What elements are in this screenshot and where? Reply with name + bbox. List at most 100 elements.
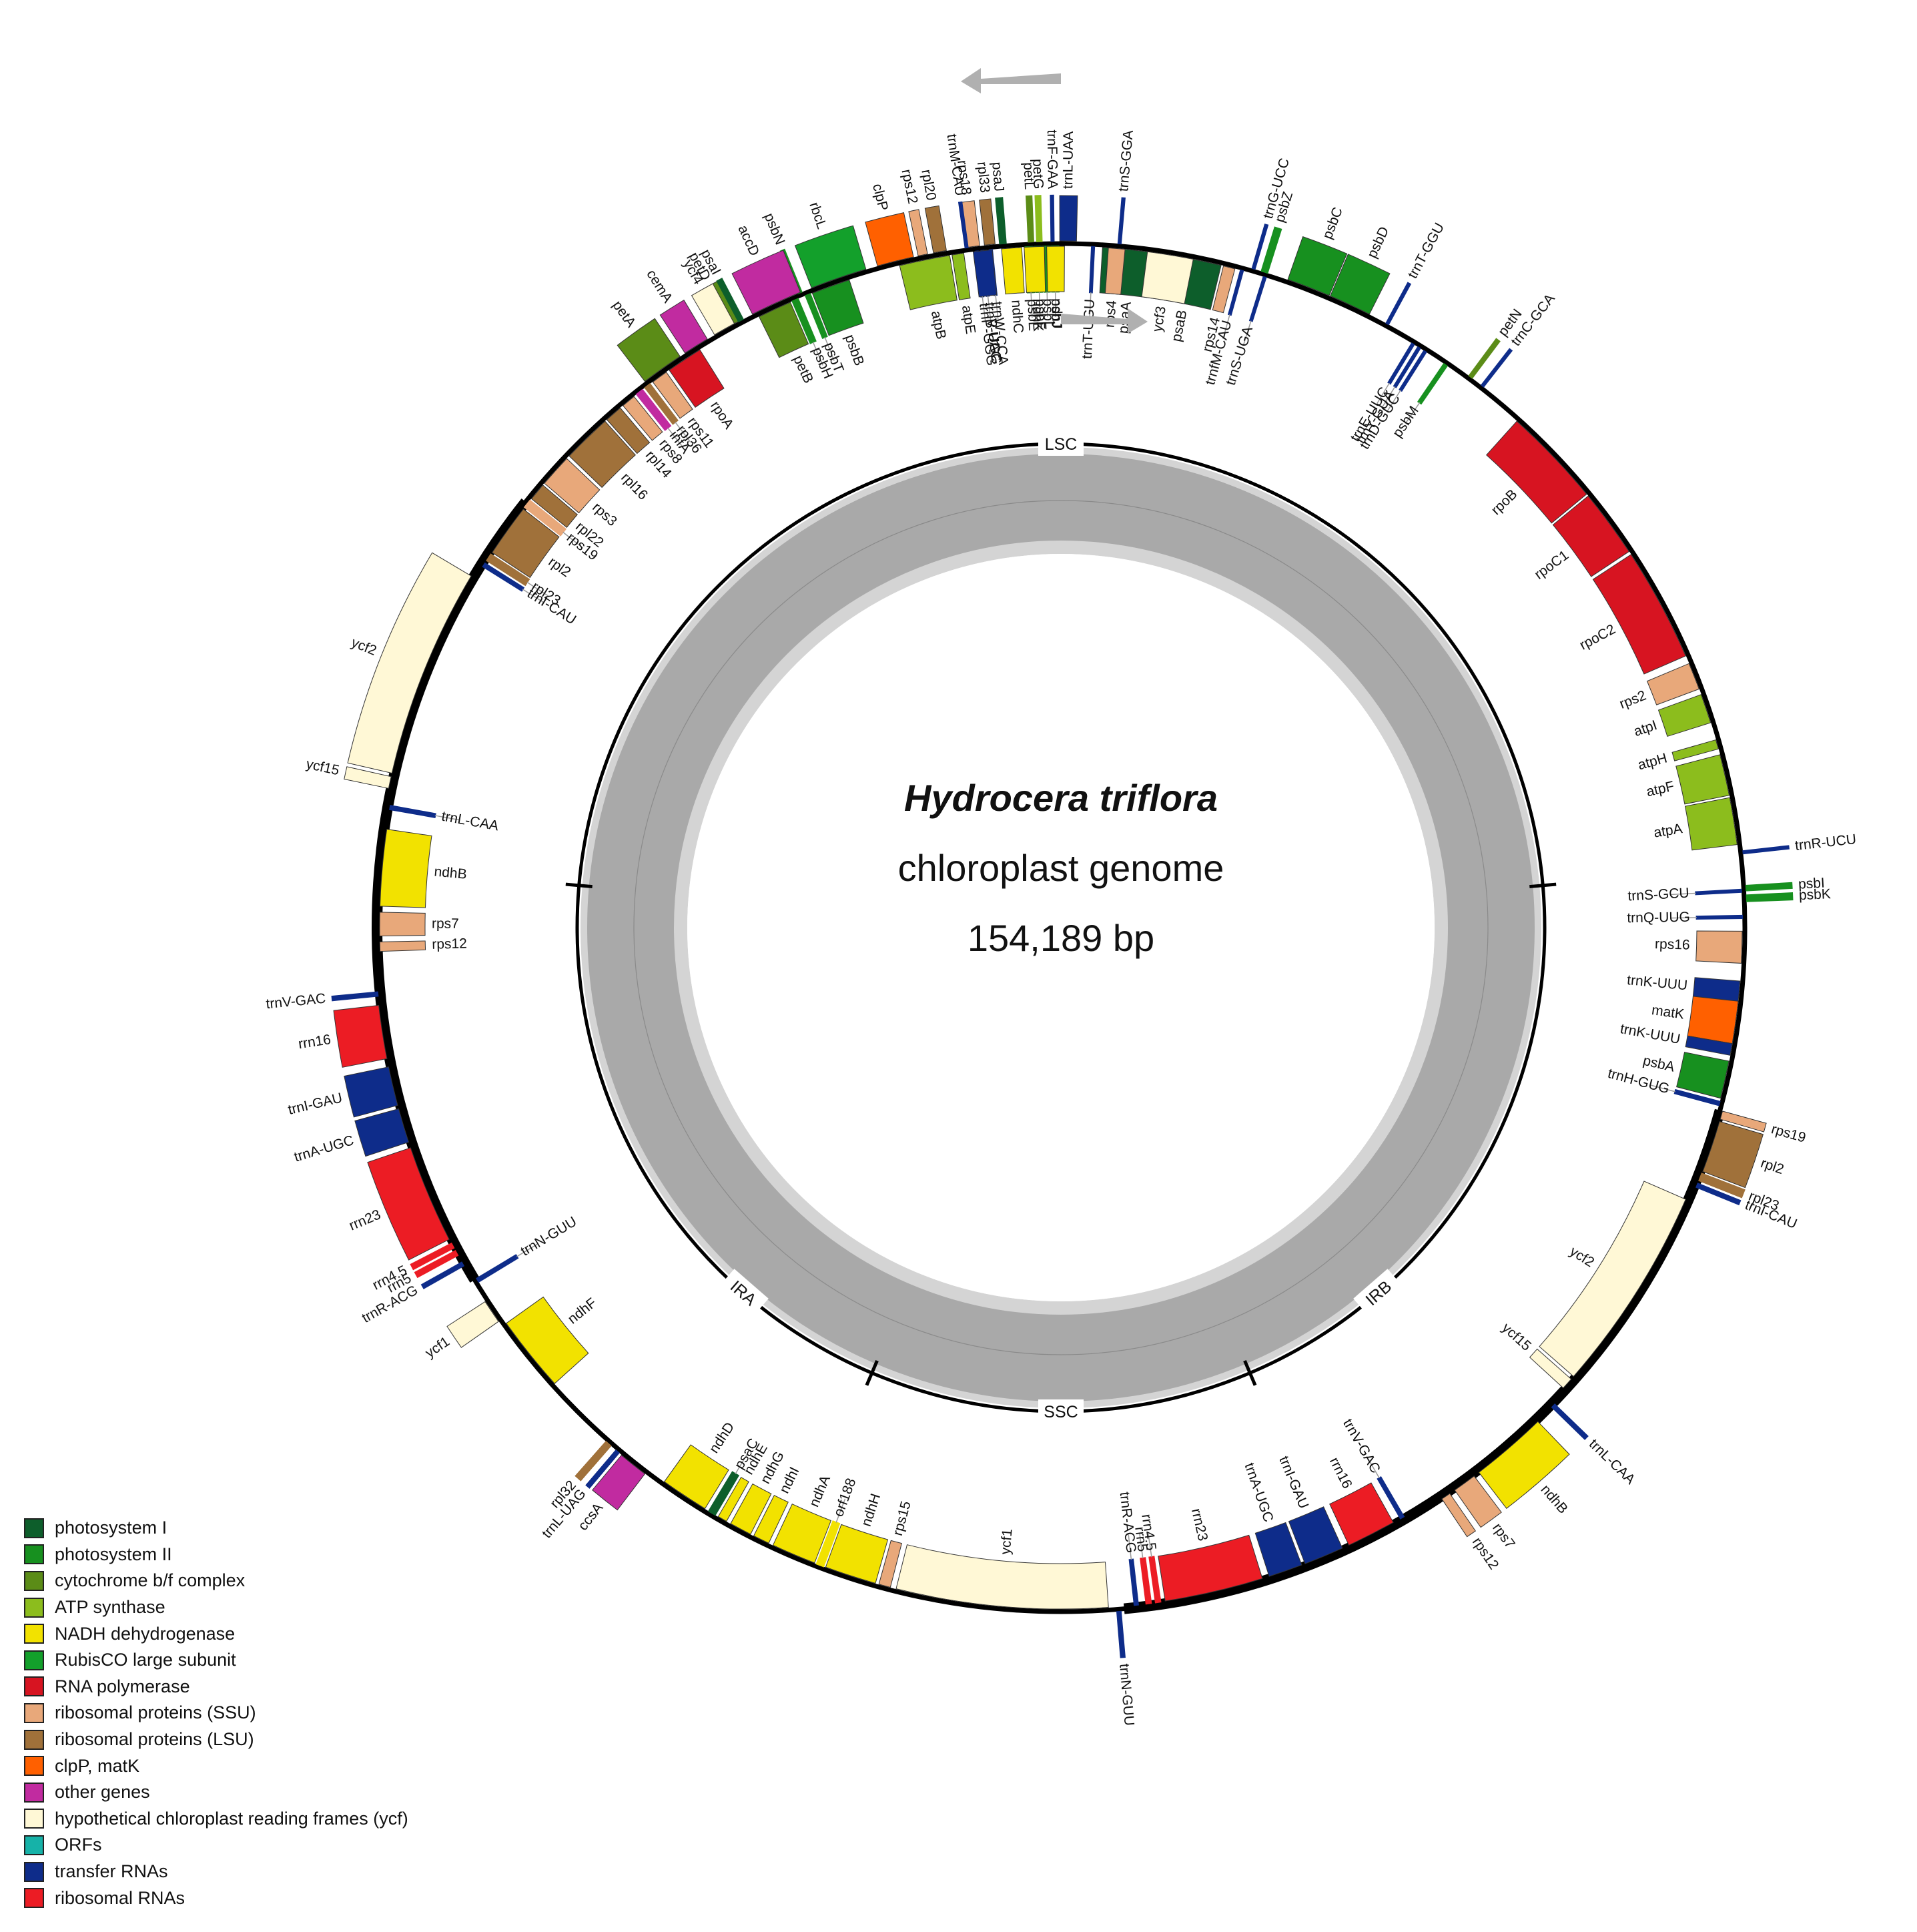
legend-swatch [24,1861,44,1882]
gene-label: trnT-GGU [1405,220,1448,281]
gene-label: psbD [1365,224,1393,260]
gene-leader [1089,292,1092,318]
gene-rps3 [544,458,601,514]
gene-label: rps7 [432,916,459,932]
gene-leader [987,296,992,322]
gene-label: rpoC2 [1577,621,1618,653]
legend-label: RNA polymerase [55,1676,190,1696]
gene-leader [526,581,549,597]
gene-psbT [804,293,828,340]
gene-leader [824,336,835,361]
gene-rpl22 [530,485,579,528]
gene-label: psbI [1798,876,1825,892]
gene-trnL-UAG [585,1449,620,1489]
gene-label: atpA [1653,821,1683,840]
gene-psbM [1417,362,1449,405]
legend-item: transfer RNAs [24,1859,625,1885]
legend-item: ribosomal RNAs [24,1885,625,1911]
svg-text:SSC: SSC [1044,1403,1078,1421]
gene-label: rps12 [899,168,921,206]
gene-label: trnL-CAA [1586,1436,1638,1488]
gene-rps8 [623,396,663,441]
gene-trnV-UAC [972,249,998,298]
gene-psaC [707,1471,740,1516]
gene-rpl36 [644,382,679,425]
legend-swatch [24,1702,44,1723]
gene-label: trnQ-UUG [1627,910,1690,926]
gene-trnI-GAU [1288,1506,1343,1564]
gene-atpB [899,255,957,310]
gene-rps7 [1454,1476,1502,1528]
legend-swatch [24,1544,44,1565]
gene-label: trnK-UUU [1626,972,1688,993]
gene-trnR-UCU [1742,845,1790,855]
gene-label: rpoA [707,398,737,432]
gene-trnI-GAU [344,1066,398,1118]
gene-label: trnN-GUU [518,1214,580,1259]
gene-rrn4.5 [410,1242,455,1271]
gene-label: psbK [1798,886,1831,903]
gene-label: accD [735,223,762,258]
legend-swatch [24,1835,44,1855]
gene-petA [617,318,681,382]
gene-label: petA [609,298,639,330]
region-label-ssc: SSC [1038,1399,1084,1423]
legend-label: ORFs [55,1835,102,1855]
gene-ycf4 [691,283,735,336]
gene-label: trnV-GAC [266,991,327,1012]
gene-label: psbL [1040,298,1056,329]
gene-label: clpP [869,182,891,212]
legend-item: ribosomal proteins (LSU) [24,1726,625,1753]
gene-label: trnM-CAU [944,133,968,197]
gene-leader [1387,390,1401,412]
gene-leader [1147,1532,1152,1558]
direction-arrows [961,68,1148,334]
legend-item: hypothetical chloroplast reading frames … [24,1806,625,1833]
gene-trnE-UUC [1387,342,1415,385]
gene-rpl16 [568,420,637,489]
gene-trnM-CAU [957,201,969,249]
gene-label: ycf15 [1499,1320,1534,1354]
gene-leader [982,296,986,322]
gene-ycf1 [446,1301,499,1348]
gene-label: trnA-UGC [292,1133,356,1165]
gene-leader [1405,402,1421,424]
gene-label: ndhA [807,1473,833,1509]
gene-leader [667,427,684,448]
genome-subtitle: chloroplast genome [898,847,1224,889]
gene-leader [434,815,460,821]
gene-rps12 [908,209,928,257]
gene-label: rrn5 [1132,1526,1150,1552]
gene-label: atpI [1632,717,1659,739]
gene-label: trnN-GUU [1116,1663,1137,1726]
inner-disc [687,554,1435,1301]
gene-label: ndhB [1538,1482,1571,1516]
gene-rrn16 [333,1004,388,1068]
gene-label: trnI-GAU [286,1090,344,1118]
gene-leader [1650,1084,1675,1092]
gene-ycf1 [895,1544,1109,1610]
gene-psaJ [995,197,1007,245]
genome-size: 154,189 bp [968,917,1154,959]
gc-content-ring [581,447,1541,1408]
gene-leader [1375,382,1390,405]
gene-leader [516,1243,539,1257]
gene-label: rbcL [806,200,829,231]
gene-clpP [865,212,914,267]
legend-label: clpP, matK [55,1755,140,1776]
gene-label: ycf2 [349,635,378,659]
gene-trnI-CAU [482,562,525,592]
gene-leader [1242,320,1252,346]
gene-rps7 [379,912,426,936]
gene-rpl14 [606,407,651,454]
gene-rps19 [1719,1110,1767,1133]
gene-petB [758,302,809,358]
gene-label: psbB [841,332,867,368]
gene-leader [1222,314,1230,340]
gene-rps16 [1695,930,1743,964]
gene-label: rpl20 [918,168,939,202]
gene-trnS-GCU [1695,888,1742,896]
gene-label: petL [1020,162,1037,190]
gene-label: rps19 [1770,1121,1808,1145]
gene-ndhK [1024,246,1046,293]
